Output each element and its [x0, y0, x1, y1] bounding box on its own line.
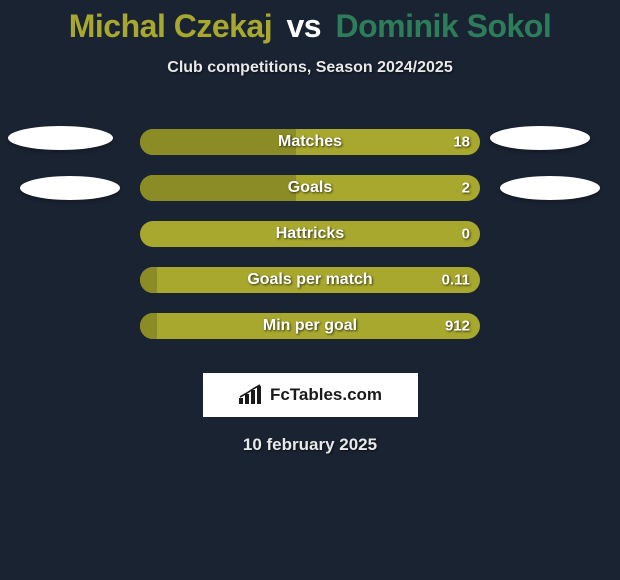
- date-text: 10 february 2025: [0, 435, 620, 455]
- page-title: Michal Czekaj vs Dominik Sokol: [0, 8, 620, 45]
- brand-text: FcTables.com: [270, 385, 382, 405]
- stat-bar: Matches18: [140, 129, 480, 155]
- stat-bar: Hattricks0: [140, 221, 480, 247]
- stat-row: Hattricks0: [0, 211, 620, 257]
- stats-area: Matches18 Goals2 Hattricks0 Goals per match…: [0, 119, 620, 349]
- title-player2: Dominik Sokol: [335, 8, 551, 44]
- title-vs: vs: [287, 8, 322, 44]
- title-player1: Michal Czekaj: [69, 8, 272, 44]
- stat-row: Goals per match0.11: [0, 257, 620, 303]
- decorative-ellipse: [500, 176, 600, 200]
- main-container: Michal Czekaj vs Dominik Sokol Club comp…: [0, 0, 620, 455]
- bars-icon: [238, 384, 266, 406]
- stat-row: Min per goal912: [0, 303, 620, 349]
- brand-box: FcTables.com: [203, 373, 418, 417]
- decorative-ellipse: [20, 176, 120, 200]
- decorative-ellipse: [8, 126, 113, 150]
- decorative-ellipse: [490, 126, 590, 150]
- stat-bar: Min per goal912: [140, 313, 480, 339]
- subtitle: Club competitions, Season 2024/2025: [0, 59, 620, 77]
- stat-bar: Goals per match0.11: [140, 267, 480, 293]
- stat-bar: Goals2: [140, 175, 480, 201]
